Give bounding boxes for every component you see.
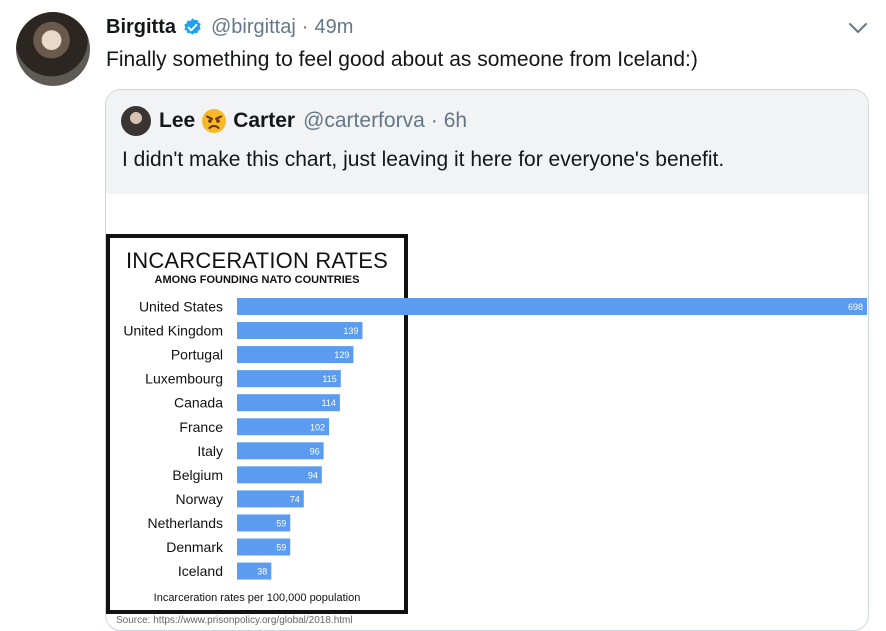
bar-value-label: 698 (848, 302, 863, 312)
bar-category-label: Belgium (172, 467, 223, 483)
bar (237, 466, 322, 484)
bar (237, 346, 354, 364)
bar-category-label: Denmark (166, 539, 224, 555)
bar-value-label: 59 (276, 543, 286, 553)
author-handle[interactable]: @birgittaj (211, 15, 296, 38)
bar-chart: United States 698 United Kingdom 139 Portuga… (123, 298, 867, 580)
quoted-tweet-header: Lee Carter @carterforva · 6h (159, 106, 467, 136)
bar-category-label: Luxembourg (145, 371, 223, 387)
bar-value-label: 114 (322, 398, 336, 408)
bar-value-label: 115 (322, 374, 336, 384)
bar-value-label: 129 (334, 350, 349, 360)
chart-footer: Incarceration rates per 100,000 populati… (153, 592, 361, 604)
chart-subtitle: AMONG FOUNDING NATO COUNTRIES (154, 274, 360, 286)
quoted-name-first: Lee (159, 109, 196, 132)
quoted-tweet-header-area: Lee Carter @carterforva · 6h I didn't ma… (106, 90, 868, 194)
chart-title: INCARCERATION RATES (125, 248, 389, 273)
bar-value-label: 139 (343, 326, 358, 336)
bar-category-label: United Kingdom (123, 323, 223, 339)
bar-value-label: 59 (276, 518, 286, 528)
bar-category-label: Portugal (171, 347, 223, 363)
bar-category-label: United States (139, 299, 223, 315)
bar-category-label: Iceland (178, 563, 223, 579)
bar (237, 298, 867, 315)
quoted-separator-dot: · (430, 109, 438, 132)
bar-value-label: 96 (310, 446, 320, 456)
bar-value-label: 102 (310, 422, 325, 432)
chart-source: Source: https://www.prisonpolicy.org/glo… (116, 615, 353, 626)
bar (237, 538, 291, 556)
bar (237, 322, 363, 340)
bar-category-label: Italy (197, 443, 223, 459)
bar-category-label: France (179, 419, 223, 435)
bar (237, 562, 272, 580)
bar (237, 394, 340, 412)
quoted-tweet-text: I didn't make this chart, just leaving i… (122, 148, 725, 171)
chevron-down-icon[interactable] (846, 16, 870, 40)
quoted-tweet-card[interactable]: Lee Carter @carterforva · 6h I didn't ma… (105, 89, 869, 631)
quoted-author-handle: @carterforva (303, 109, 425, 132)
verified-badge-icon (182, 17, 203, 38)
quoted-tweet-timestamp: 6h (443, 109, 468, 132)
bar (237, 514, 291, 532)
bar-value-label: 94 (308, 470, 318, 480)
bar-category-label: Norway (176, 491, 223, 507)
bar (237, 418, 330, 436)
bar-value-label: 38 (257, 567, 267, 577)
angry-face-emoji-icon (201, 108, 227, 134)
bar (237, 490, 304, 508)
separator-dot: · (301, 15, 309, 38)
bar-value-label: 74 (290, 494, 300, 504)
tweet-header: Birgitta @birgittaj · 49m (106, 13, 353, 41)
bar-category-label: Canada (174, 395, 223, 411)
bar (237, 370, 341, 388)
bar (237, 442, 324, 460)
quoted-author-avatar (121, 106, 151, 136)
bar-category-label: Netherlands (148, 515, 224, 531)
tweet-timestamp[interactable]: 49m (314, 15, 354, 38)
author-display-name[interactable]: Birgitta (106, 15, 176, 38)
quoted-name-last: Carter (233, 109, 296, 132)
tweet-text: Finally something to feel good about as … (106, 48, 698, 71)
author-avatar[interactable] (16, 12, 90, 86)
